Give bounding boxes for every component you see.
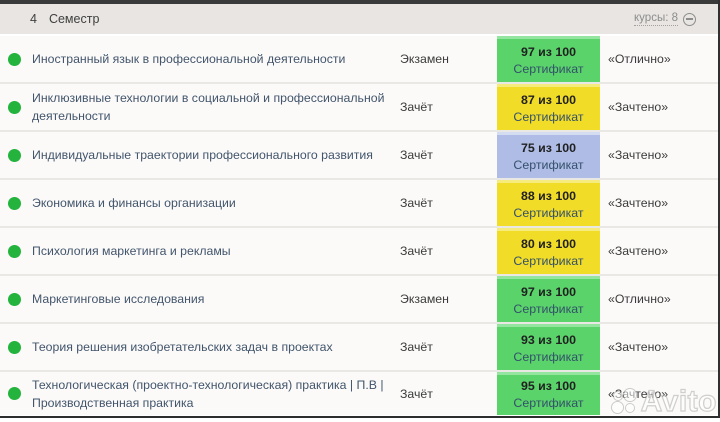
grade-value: «Зачтено» xyxy=(608,196,669,210)
course-row: Индивидуальные траектории профессиональн… xyxy=(0,132,720,178)
status-cell xyxy=(0,196,32,210)
top-edge xyxy=(0,0,720,4)
certificate-link[interactable]: Сертификат xyxy=(513,396,584,410)
grade-value: «Отлично» xyxy=(608,292,671,306)
assessment-type: Зачёт xyxy=(400,100,433,114)
certificate-link[interactable]: Сертификат xyxy=(513,61,584,76)
course-name[interactable]: Инклюзивные технологии в социальной и пр… xyxy=(32,91,385,123)
course-name[interactable]: Экономика и финансы организации xyxy=(32,196,236,210)
status-cell xyxy=(0,340,32,354)
semester-number: 4 xyxy=(30,12,37,26)
status-dot-icon xyxy=(8,292,21,306)
course-row: Психология маркетинга и рекламы Зачёт 80… xyxy=(0,228,720,274)
minus-circle-icon[interactable] xyxy=(683,12,696,26)
score-badge: 87 из 100 Сертификат xyxy=(497,84,600,130)
course-row: Инклюзивные технологии в социальной и пр… xyxy=(0,84,720,130)
status-dot-icon xyxy=(8,100,21,114)
score-value: 95 из 100 xyxy=(520,379,577,393)
grade-value: «Зачтено» xyxy=(608,244,669,258)
score-value: 97 из 100 xyxy=(520,284,577,299)
course-row: Технологическая (проектно-технологическа… xyxy=(0,372,720,415)
status-cell xyxy=(0,292,32,306)
certificate-link[interactable]: Сертификат xyxy=(513,349,584,364)
assessment-type: Зачёт xyxy=(400,340,433,354)
score-value: 88 из 100 xyxy=(520,188,577,203)
status-cell xyxy=(0,52,32,66)
courses-toggle[interactable]: курсы: 8 xyxy=(634,12,696,26)
score-badge: 97 из 100 Сертификат xyxy=(497,36,600,82)
course-row: Маркетинговые исследования Экзамен 97 из… xyxy=(0,276,720,322)
status-cell xyxy=(0,387,32,400)
assessment-type: Зачёт xyxy=(400,196,433,210)
course-name[interactable]: Маркетинговые исследования xyxy=(32,292,205,306)
right-edge xyxy=(718,0,720,417)
score-badge: 80 из 100 Сертификат xyxy=(497,228,600,274)
certificate-link[interactable]: Сертификат xyxy=(513,301,584,316)
score-value: 93 из 100 xyxy=(520,332,577,347)
score-badge: 97 из 100 Сертификат xyxy=(497,276,600,322)
score-value: 87 из 100 xyxy=(520,92,577,107)
certificate-link[interactable]: Сертификат xyxy=(513,109,584,124)
courses-toggle-label[interactable]: курсы: 8 xyxy=(634,12,678,26)
status-cell xyxy=(0,100,32,114)
status-dot-icon xyxy=(8,52,21,66)
status-cell xyxy=(0,148,32,162)
bottom-edge xyxy=(0,416,720,418)
score-badge: 95 из 100 Сертификат xyxy=(497,372,600,415)
status-cell xyxy=(0,244,32,258)
status-dot-icon xyxy=(8,340,21,354)
grade-value: «Зачтено» xyxy=(608,340,669,354)
course-row: Теория решения изобретательских задач в … xyxy=(0,324,720,370)
course-row: Экономика и финансы организации Зачёт 88… xyxy=(0,180,720,226)
course-name[interactable]: Технологическая (проектно-технологическа… xyxy=(32,377,384,410)
score-value: 80 из 100 xyxy=(520,236,577,251)
status-dot-icon xyxy=(8,387,21,400)
grade-value: «Зачтено» xyxy=(608,148,669,162)
course-row: Иностранный язык в профессиональной деят… xyxy=(0,36,720,82)
status-dot-icon xyxy=(8,196,21,210)
certificate-link[interactable]: Сертификат xyxy=(513,205,584,220)
assessment-type: Зачёт xyxy=(400,244,433,258)
status-dot-icon xyxy=(8,244,21,258)
semester-header: 4 Семестр курсы: 8 xyxy=(0,4,720,34)
status-dot-icon xyxy=(8,148,21,162)
score-badge: 93 из 100 Сертификат xyxy=(497,324,600,370)
score-badge: 75 из 100 Сертификат xyxy=(497,132,600,178)
course-name[interactable]: Индивидуальные траектории профессиональн… xyxy=(32,148,373,162)
assessment-type: Зачёт xyxy=(400,148,433,162)
course-name[interactable]: Психология маркетинга и рекламы xyxy=(32,244,231,258)
grade-value: «Зачтено» xyxy=(608,100,669,114)
assessment-type: Экзамен xyxy=(400,292,449,306)
score-badge: 88 из 100 Сертификат xyxy=(497,180,600,226)
course-name[interactable]: Теория решения изобретательских задач в … xyxy=(32,340,333,354)
grade-value: «Отлично» xyxy=(608,52,671,66)
score-value: 97 из 100 xyxy=(520,44,577,59)
semester-label: Семестр xyxy=(48,12,100,26)
certificate-link[interactable]: Сертификат xyxy=(513,157,584,172)
course-table: Иностранный язык в профессиональной деят… xyxy=(0,36,720,415)
assessment-type: Зачёт xyxy=(400,386,433,401)
grade-value: «Зачтено» xyxy=(608,386,669,401)
course-name[interactable]: Иностранный язык в профессиональной деят… xyxy=(32,52,346,66)
assessment-type: Экзамен xyxy=(400,52,449,66)
certificate-link[interactable]: Сертификат xyxy=(513,253,584,268)
score-value: 75 из 100 xyxy=(520,140,577,155)
